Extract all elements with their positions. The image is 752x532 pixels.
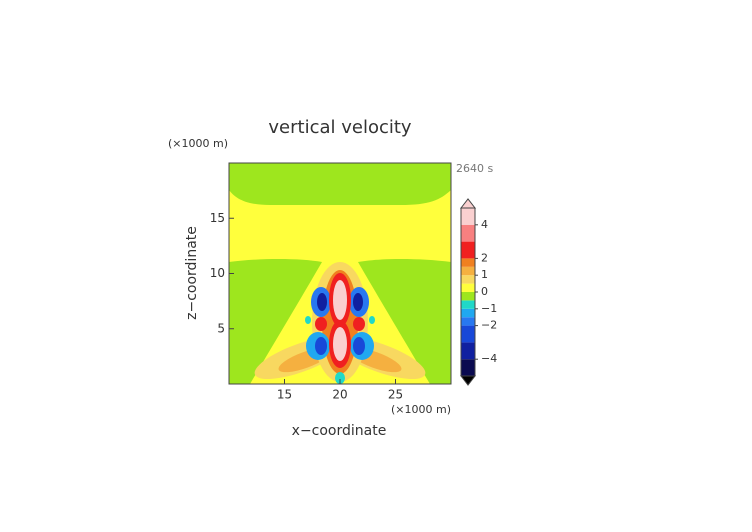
colorbar-band	[461, 224, 475, 242]
colorbar-band	[461, 241, 475, 259]
colorbar-band	[461, 258, 475, 267]
colorbar-tick-label: −2	[481, 319, 497, 332]
x-tick-label: 25	[388, 388, 403, 402]
colorbar-band	[461, 266, 475, 276]
x-axis-label: x−coordinate	[292, 423, 387, 439]
colorbar-extend-top	[459, 198, 477, 209]
colorbar-band	[461, 283, 475, 292]
contour-fill	[353, 337, 365, 355]
colorbar: −4 −2 −1 0 1 2 4	[459, 198, 497, 386]
colorbar-band	[461, 317, 475, 326]
time-label: 2640 s	[456, 162, 493, 175]
contour-fill	[353, 293, 363, 311]
colorbar-tick-label: 2	[481, 251, 488, 264]
contour-fill	[317, 293, 327, 311]
colorbar-band	[461, 342, 475, 360]
contour-fill	[369, 316, 375, 324]
colorbar-band	[461, 359, 475, 376]
contour-fill	[229, 259, 322, 384]
contour-fill	[353, 317, 365, 331]
colorbar-extend-bottom	[459, 375, 477, 386]
colorbar-tick-label: −4	[481, 352, 497, 365]
contour-fill	[229, 163, 451, 205]
colorbar-band	[461, 308, 475, 318]
colorbar-band	[461, 300, 475, 309]
y-tick-label: 5	[217, 321, 225, 335]
y-axis-label: z−coordinate	[184, 226, 200, 320]
contour-fill	[333, 280, 347, 320]
x-tick-label: 15	[277, 388, 292, 402]
y-tick-label: 10	[210, 266, 225, 280]
chart-title: vertical velocity	[268, 117, 412, 138]
colorbar-tick-label: −1	[481, 302, 497, 315]
colorbar-band	[461, 292, 475, 301]
contour-fill	[315, 337, 327, 355]
contour-fill	[333, 327, 347, 361]
axes: 15 20 25 5 10 15	[210, 211, 403, 402]
contour-fill	[305, 316, 311, 324]
colorbar-tick-label: 0	[481, 285, 488, 298]
colorbar-band	[461, 275, 475, 284]
y-unit: (×1000 m)	[168, 137, 228, 150]
colorbar-band	[461, 325, 475, 343]
x-unit: (×1000 m)	[391, 403, 451, 416]
colorbar-band	[461, 208, 475, 225]
x-tick-label: 20	[332, 388, 347, 402]
contour-fill	[315, 317, 327, 331]
contour-fill	[358, 259, 451, 384]
colorbar-tick-label: 4	[481, 218, 488, 231]
contour-field	[229, 163, 451, 384]
contour-fill	[335, 372, 345, 384]
colorbar-tick-label: 1	[481, 268, 488, 281]
y-tick-label: 15	[210, 211, 225, 225]
